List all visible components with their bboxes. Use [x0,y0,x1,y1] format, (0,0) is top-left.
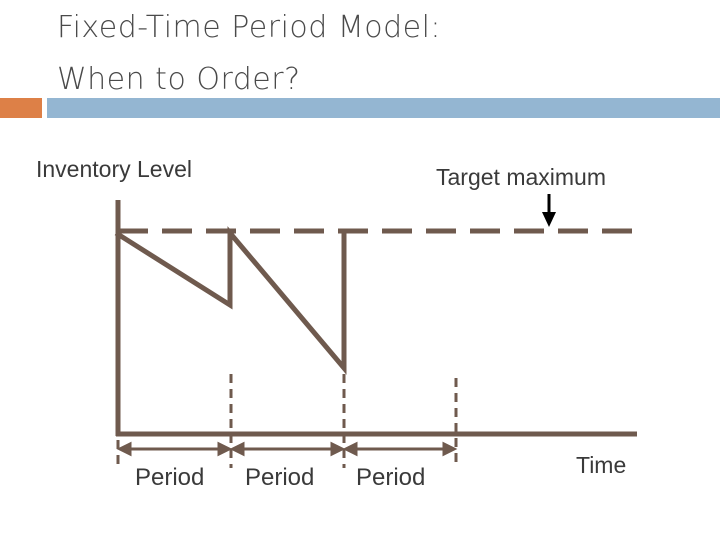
accent-bar [0,98,42,118]
period-arrow-3 [342,441,458,457]
inventory-level-line [114,226,347,375]
slide-title: Fixed-Time Period Model: When to Order? [57,2,441,106]
title-line-2: When to Order? [57,62,301,97]
target-maximum-label: Target maximum [436,164,606,190]
period-label-3: Period [356,464,426,491]
header-bar [47,98,720,118]
period-label-2: Period [245,464,315,491]
target-pointer-arrow [542,194,556,227]
y-axis-label: Inventory Level [36,156,192,182]
x-axis-label: Time [576,452,627,478]
title-line-1: Fixed-Time Period Model: [57,10,442,45]
period-label-1: Period [135,464,205,491]
period-arrow-1 [116,441,233,457]
period-arrow-2 [229,441,346,457]
